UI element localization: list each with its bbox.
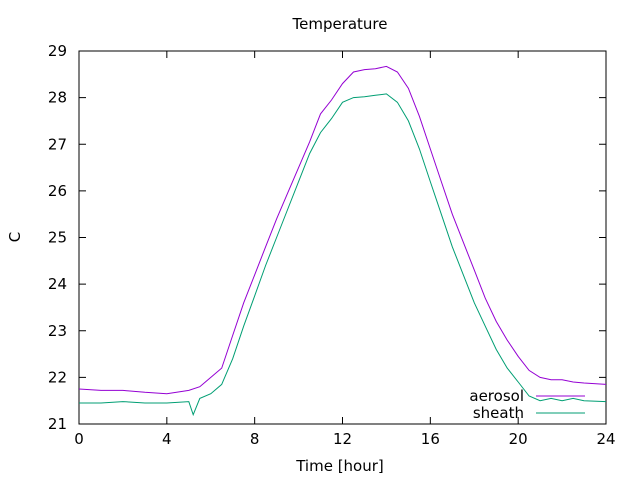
plot-axes: 0 4 8 12 16 20 24 21 22 23 24 25 26 27 28 29	[48, 42, 616, 448]
series-layer	[78, 65, 607, 417]
y-tick-label: 24	[48, 275, 67, 293]
y-tick-label: 29	[48, 42, 67, 60]
y-tick-label: 25	[48, 229, 67, 247]
x-tick-label: 8	[250, 430, 260, 448]
legend-label-aerosol: aerosol	[469, 387, 524, 405]
y-tick-label: 26	[48, 182, 67, 200]
x-tick-label: 0	[74, 430, 84, 448]
x-axis-label: Time [hour]	[295, 457, 384, 475]
y-tick-label: 27	[48, 135, 67, 153]
y-tick-label: 28	[48, 89, 67, 107]
x-tick-label: 24	[596, 430, 615, 448]
series-line-aerosol	[78, 65, 607, 395]
y-tick-label: 21	[48, 415, 67, 433]
chart-title: Temperature	[291, 15, 387, 33]
series-line-sheath	[79, 93, 607, 417]
x-tick-label: 16	[421, 430, 440, 448]
x-tick-label: 4	[162, 430, 172, 448]
x-tick-label: 12	[333, 430, 352, 448]
y-axis-label: C	[6, 232, 24, 242]
x-tick-label: 20	[509, 430, 528, 448]
y-tick-label: 23	[48, 322, 67, 340]
legend-label-sheath: sheath	[473, 404, 524, 422]
y-tick-label: 22	[48, 368, 67, 386]
